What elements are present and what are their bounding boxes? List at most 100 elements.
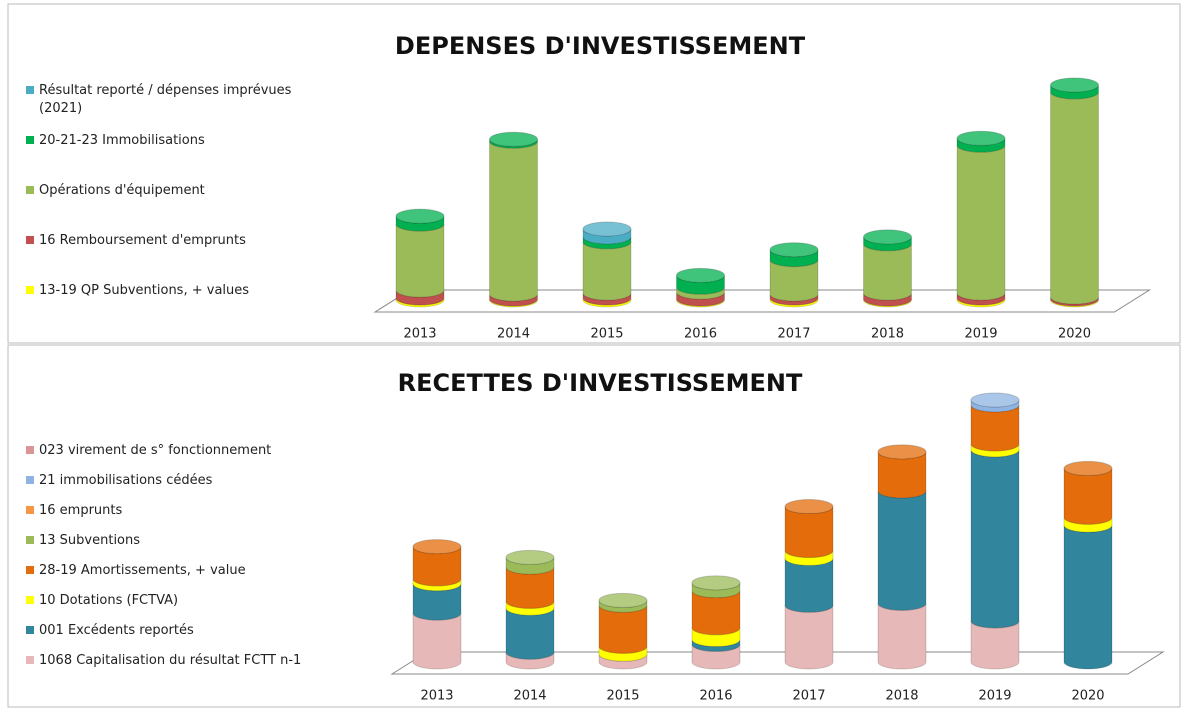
legend-swatch — [26, 506, 34, 514]
cylinder-top — [1050, 77, 1099, 93]
legend-label: 10 Dotations (FCTVA) — [39, 593, 179, 608]
legend-swatch — [26, 136, 34, 144]
cylinder-top — [489, 131, 538, 147]
legend-item: 10 Dotations (FCTVA) — [26, 592, 319, 610]
cylinder-segment — [1050, 91, 1099, 305]
cylinder-top-shade — [1064, 461, 1112, 476]
cylinder-top-shade — [971, 393, 1019, 407]
panel — [7, 3, 1181, 344]
cylinder-top — [877, 444, 927, 460]
cylinder-segment — [489, 141, 538, 302]
cylinder-segment — [863, 243, 912, 301]
cylinder-top-shade — [878, 444, 926, 459]
cylinder-segment — [505, 608, 555, 660]
chart-title: RECETTES D'INVESTISSEMENT — [398, 369, 803, 397]
legend-swatch — [26, 186, 34, 194]
x-tick-label: 2019 — [978, 689, 1011, 704]
cylinder-top-shade — [692, 575, 740, 590]
legend-item: 21 immobilisations cédées — [26, 472, 319, 490]
x-tick-label: 2020 — [1071, 689, 1104, 704]
cylinder-top — [769, 242, 819, 258]
legend-label: 16 emprunts — [39, 503, 123, 518]
cylinder-top-shade — [583, 221, 631, 236]
cylinder-segment — [970, 449, 1020, 629]
legend-swatch — [26, 476, 34, 484]
legend-swatch — [26, 236, 34, 244]
cylinder-segment — [395, 223, 445, 298]
x-tick-label: 2017 — [777, 327, 810, 342]
x-tick-label: 2015 — [606, 689, 639, 704]
cylinder-segment — [877, 490, 927, 611]
cylinder-top-shade — [676, 268, 725, 283]
legend-swatch — [26, 86, 34, 94]
cylinder-segment — [784, 558, 834, 613]
cylinder-segment — [877, 603, 927, 670]
legend-item: 13-19 QP Subventions, + values — [26, 282, 319, 300]
legend-label: 21 immobilisations cédées — [39, 473, 213, 488]
cylinder-top — [863, 229, 912, 245]
legend-item: 1068 Capitalisation du résultat FCTT n-1 — [26, 652, 319, 670]
x-tick-label: 2016 — [699, 689, 732, 704]
cylinder-segment — [784, 506, 834, 559]
chart-title: DEPENSES D'INVESTISSEMENT — [395, 32, 806, 60]
legend-label: 023 virement de s° fonctionnement — [39, 443, 272, 458]
cylinder-segment — [582, 241, 632, 301]
x-tick-label: 2014 — [497, 327, 530, 342]
legend-label: 16 Remboursement d'emprunts — [39, 233, 246, 248]
cylinder-segment — [1063, 468, 1113, 525]
cylinder-segment — [1063, 525, 1113, 670]
legend-item: Résultat reporté / dépenses imprévues (2… — [26, 82, 319, 118]
legend-item: 13 Subventions — [26, 532, 319, 550]
cylinder-top-shade — [599, 593, 647, 608]
x-tick-label: 2019 — [964, 327, 997, 342]
legend-swatch — [26, 626, 34, 634]
cylinder-top-shade — [1050, 78, 1099, 92]
cylinder-top — [970, 392, 1020, 408]
legend-item: 023 virement de s° fonctionnement — [26, 442, 319, 460]
legend-label: 1068 Capitalisation du résultat FCTT n-1 — [39, 653, 302, 668]
cylinder-top-shade — [957, 131, 1005, 146]
legend-swatch — [26, 286, 34, 294]
legend-label: Opérations d'équipement — [39, 183, 205, 198]
x-tick-label: 2017 — [792, 689, 825, 704]
cylinder-top — [582, 221, 632, 237]
legend-swatch — [26, 446, 34, 454]
x-tick-label: 2015 — [590, 327, 623, 342]
legend-label: Résultat reporté / dépenses imprévues (2… — [39, 83, 292, 116]
x-tick-label: 2018 — [885, 689, 918, 704]
cylinder-top — [395, 208, 445, 224]
cylinder-top — [691, 575, 741, 591]
legend-label: 001 Excédents reportés — [39, 623, 194, 638]
cylinder-top-shade — [396, 209, 444, 224]
cylinder-top — [598, 592, 648, 608]
cylinder-top-shade — [770, 242, 818, 257]
panel — [7, 344, 1181, 708]
cylinder-top-shade — [489, 132, 538, 147]
legend-item: 001 Excédents reportés — [26, 622, 319, 640]
cylinder-top-shade — [506, 550, 554, 565]
legend-item: 20-21-23 Immobilisations — [26, 132, 319, 150]
cylinder-segment — [784, 605, 834, 670]
legend-item: 16 emprunts — [26, 502, 319, 520]
legend-label: 13 Subventions — [39, 533, 141, 548]
legend-label: 28-19 Amortissements, + value — [39, 563, 246, 578]
legend-swatch — [26, 596, 34, 604]
x-tick-label: 2016 — [684, 327, 717, 342]
legend-swatch — [26, 656, 34, 664]
cylinder-segment — [412, 613, 462, 670]
cylinder-top-shade — [863, 229, 912, 244]
legend-swatch — [26, 536, 34, 544]
legend-label: 13-19 QP Subventions, + values — [39, 283, 250, 298]
cylinder-top-shade — [413, 539, 461, 554]
cylinder-top — [784, 499, 834, 515]
x-tick-label: 2013 — [403, 327, 436, 342]
cylinder-top — [1063, 460, 1113, 476]
x-tick-label: 2014 — [513, 689, 546, 704]
cylinder-top — [956, 130, 1006, 146]
cylinder-top — [412, 539, 462, 555]
cylinder-top — [676, 267, 725, 283]
x-tick-label: 2013 — [420, 689, 453, 704]
cylinder-segment — [956, 145, 1006, 301]
